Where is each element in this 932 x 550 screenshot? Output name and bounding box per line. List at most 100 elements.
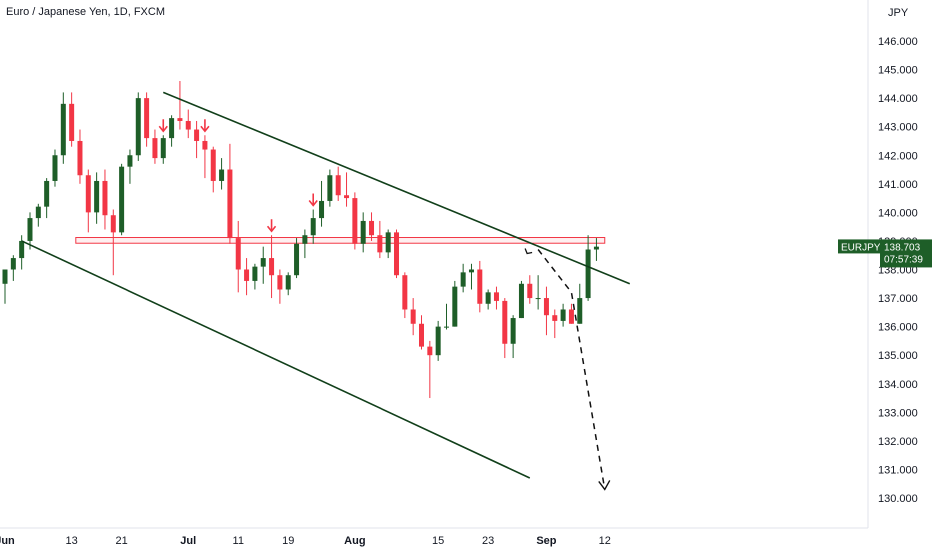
currency-label: JPY <box>888 7 909 19</box>
candle-body <box>69 103 75 141</box>
candle-body <box>377 235 383 253</box>
top-marker-arrowhead <box>266 225 277 233</box>
candle-body <box>10 258 16 270</box>
y-tick-label: 133.000 <box>878 407 918 419</box>
trendline <box>162 91 631 285</box>
y-tick-label: 138.000 <box>878 265 918 277</box>
candle-body <box>94 180 100 213</box>
top-marker-arrowhead <box>158 125 168 133</box>
candle-body <box>518 283 524 319</box>
candle-body <box>152 138 158 159</box>
price-badge <box>880 239 932 268</box>
y-tick-label: 135.000 <box>878 350 918 362</box>
y-tick-label: 134.000 <box>878 379 918 391</box>
candle-body <box>527 283 533 299</box>
x-tick-label: Jun <box>0 535 15 547</box>
top-marker-arrowhead <box>308 200 318 207</box>
candle-body <box>210 149 216 181</box>
candle-body <box>277 275 283 290</box>
candle-body <box>235 238 241 270</box>
candle-body <box>460 272 466 287</box>
y-tick-label: 132.000 <box>878 436 918 448</box>
candle-body <box>119 166 125 233</box>
candle-body <box>52 155 58 181</box>
candle-body <box>60 103 66 156</box>
candle-body <box>85 175 91 213</box>
candle-body <box>402 275 408 310</box>
y-tick-label: 143.000 <box>878 122 918 134</box>
candle-body <box>535 298 541 300</box>
candle-body <box>19 240 25 259</box>
y-tick-label: 136.000 <box>878 322 918 334</box>
x-tick-label: Aug <box>344 535 365 547</box>
candle-body <box>227 169 233 239</box>
y-tick-label: 145.000 <box>878 65 918 77</box>
candle-body <box>310 218 316 236</box>
top-marker-arrowhead <box>200 125 210 133</box>
candle-body <box>194 129 200 141</box>
candle-body <box>452 286 458 327</box>
candle-body <box>319 200 325 219</box>
candle-body <box>510 318 516 344</box>
candle-body <box>2 269 8 284</box>
candle-body <box>477 269 483 304</box>
candle-body <box>327 175 333 201</box>
candle-body <box>568 309 574 324</box>
candle-body <box>160 138 166 159</box>
projection-path <box>537 249 606 490</box>
x-tick-label: 11 <box>233 535 244 547</box>
candle-body <box>252 266 258 281</box>
candle-body <box>443 326 449 328</box>
candle-body <box>285 275 291 290</box>
y-tick-label: 137.000 <box>878 293 918 305</box>
y-tick-label: 140.000 <box>878 207 918 219</box>
symbol-badge <box>838 239 880 254</box>
candle-body <box>369 220 375 236</box>
candle-body <box>385 232 391 253</box>
candle-body <box>44 180 50 207</box>
candle-body <box>127 155 133 167</box>
symbol-label: EURJPY <box>841 242 881 253</box>
last-price-label: 138.703 <box>884 242 921 253</box>
candle-body <box>135 98 141 156</box>
x-tick-label: 13 <box>66 535 78 547</box>
x-tick-label: 21 <box>115 535 127 547</box>
candle-body <box>185 120 191 130</box>
candle-body <box>427 346 433 356</box>
y-tick-label: 146.000 <box>878 36 918 48</box>
candle-body <box>244 269 250 281</box>
resistance-zone <box>75 237 606 244</box>
candle-body <box>502 300 508 344</box>
candle-body <box>394 232 400 276</box>
y-tick-label: 130.000 <box>878 493 918 505</box>
candle-body <box>102 180 108 216</box>
candle-body <box>552 315 558 321</box>
candle-body <box>177 118 183 121</box>
candle-body <box>269 258 275 276</box>
candle-body <box>577 298 583 324</box>
candle-body <box>593 246 599 250</box>
candle-body <box>335 175 341 196</box>
candle-body <box>485 292 491 304</box>
candle-body <box>585 249 591 299</box>
projection-arrowhead <box>598 480 611 491</box>
chart-title: Euro / Japanese Yen, 1D, FXCM <box>6 6 165 18</box>
candle-body <box>493 292 499 301</box>
y-tick-label: 144.000 <box>878 93 918 105</box>
y-tick-label: 141.000 <box>878 179 918 191</box>
candle-body <box>344 195 350 199</box>
candle-body <box>560 309 566 321</box>
x-tick-label: 23 <box>482 535 494 547</box>
candle-body <box>144 98 150 139</box>
candle-body <box>302 235 308 244</box>
candle-body <box>543 298 549 316</box>
candle-body <box>35 206 41 219</box>
candle-body <box>468 269 474 273</box>
x-tick-label: Jul <box>180 535 196 547</box>
candle-body <box>360 220 366 244</box>
candle-body <box>77 140 83 176</box>
candle-body <box>435 326 441 356</box>
candle-body <box>419 323 424 347</box>
